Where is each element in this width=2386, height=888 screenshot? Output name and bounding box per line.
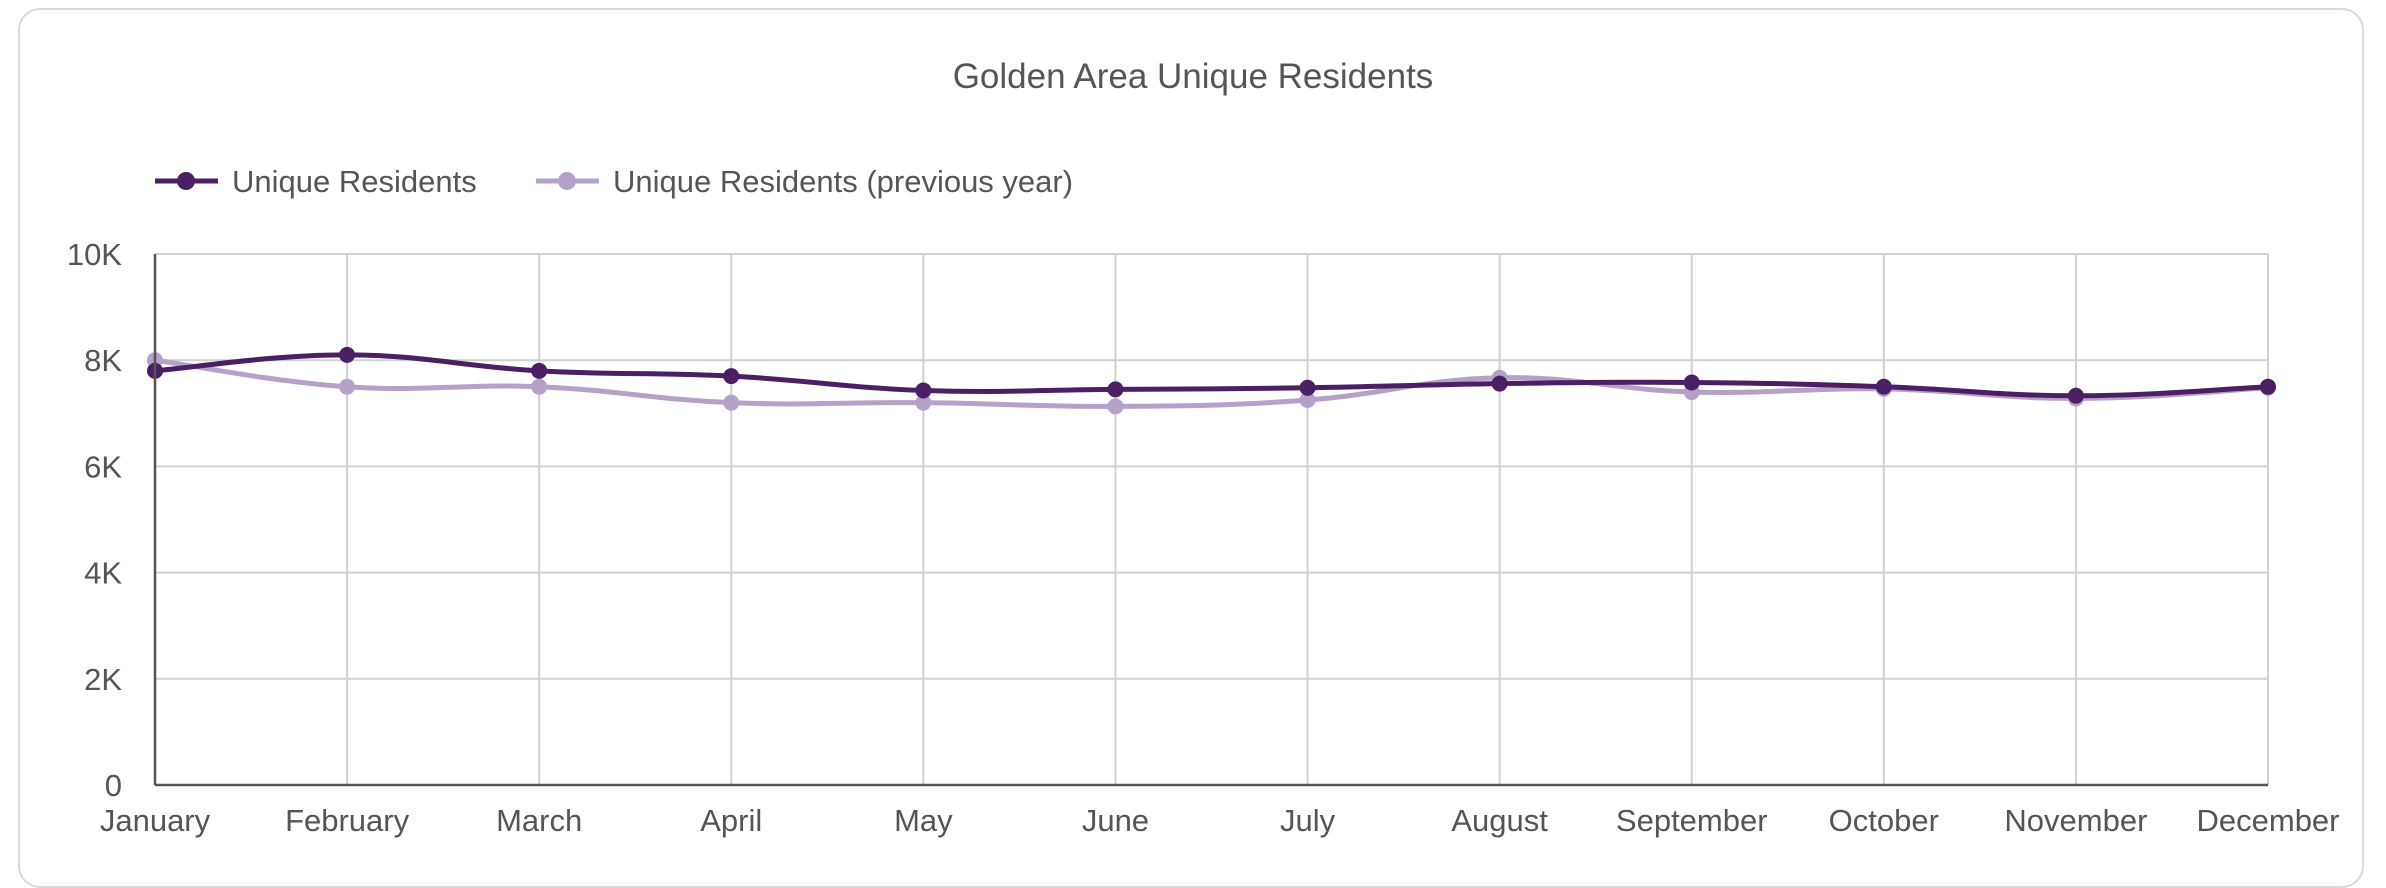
x-tick-label: August — [1451, 803, 1548, 838]
legend-item-previous[interactable]: Unique Residents (previous year) — [536, 164, 1073, 199]
x-tick-label: February — [285, 803, 410, 838]
data-point[interactable] — [723, 368, 740, 385]
legend: Unique Residents Unique Residents (previ… — [155, 164, 1073, 199]
y-tick-label: 4K — [84, 556, 122, 591]
chart-card — [18, 8, 2364, 888]
legend-item-current[interactable]: Unique Residents — [155, 164, 477, 199]
series-previous — [147, 352, 2276, 415]
y-tick-label: 0 — [105, 768, 122, 803]
series-current — [147, 346, 2276, 404]
data-point[interactable] — [339, 346, 356, 363]
data-point[interactable] — [1107, 381, 1124, 398]
legend-marker-previous — [558, 172, 576, 190]
y-tick-label: 8K — [84, 343, 122, 378]
data-point[interactable] — [531, 378, 548, 395]
legend-label-current: Unique Residents — [232, 164, 477, 199]
data-point[interactable] — [339, 378, 356, 395]
x-tick-label: December — [2197, 803, 2340, 838]
series-line — [154, 352, 2269, 399]
x-tick-label: July — [1280, 803, 1336, 838]
chart-title: Golden Area Unique Residents — [953, 57, 1434, 96]
data-point[interactable] — [531, 362, 548, 379]
data-point[interactable] — [1875, 378, 1892, 395]
data-point[interactable] — [1107, 398, 1124, 415]
x-tick-label: November — [2004, 803, 2147, 838]
x-tick-label: September — [1616, 803, 1768, 838]
data-point[interactable] — [723, 394, 740, 411]
data-point[interactable] — [2260, 378, 2276, 395]
data-point[interactable] — [915, 394, 932, 411]
data-point[interactable] — [1683, 374, 1700, 391]
x-tick-label: January — [100, 803, 211, 838]
y-axis-ticks: 0 2K 4K 6K 8K 10K — [67, 237, 122, 803]
x-tick-label: May — [894, 803, 953, 838]
legend-label-previous: Unique Residents (previous year) — [613, 164, 1073, 199]
x-axis-ticks: January February March April May June July Augu… — [100, 803, 2340, 838]
x-tick-label: March — [496, 803, 582, 838]
series-layer — [147, 346, 2276, 415]
data-point[interactable] — [2067, 387, 2084, 404]
grid — [155, 253, 2269, 785]
data-point[interactable] — [915, 382, 932, 399]
x-tick-label: April — [700, 803, 762, 838]
x-tick-label: October — [1829, 803, 1939, 838]
data-point[interactable] — [1299, 379, 1316, 396]
data-point[interactable] — [1491, 375, 1508, 392]
data-point[interactable] — [1299, 392, 1316, 409]
y-tick-label: 10K — [67, 237, 122, 272]
y-tick-label: 2K — [84, 662, 122, 697]
y-tick-label: 6K — [84, 449, 122, 484]
legend-marker-current — [177, 172, 195, 190]
x-tick-label: June — [1082, 803, 1149, 838]
